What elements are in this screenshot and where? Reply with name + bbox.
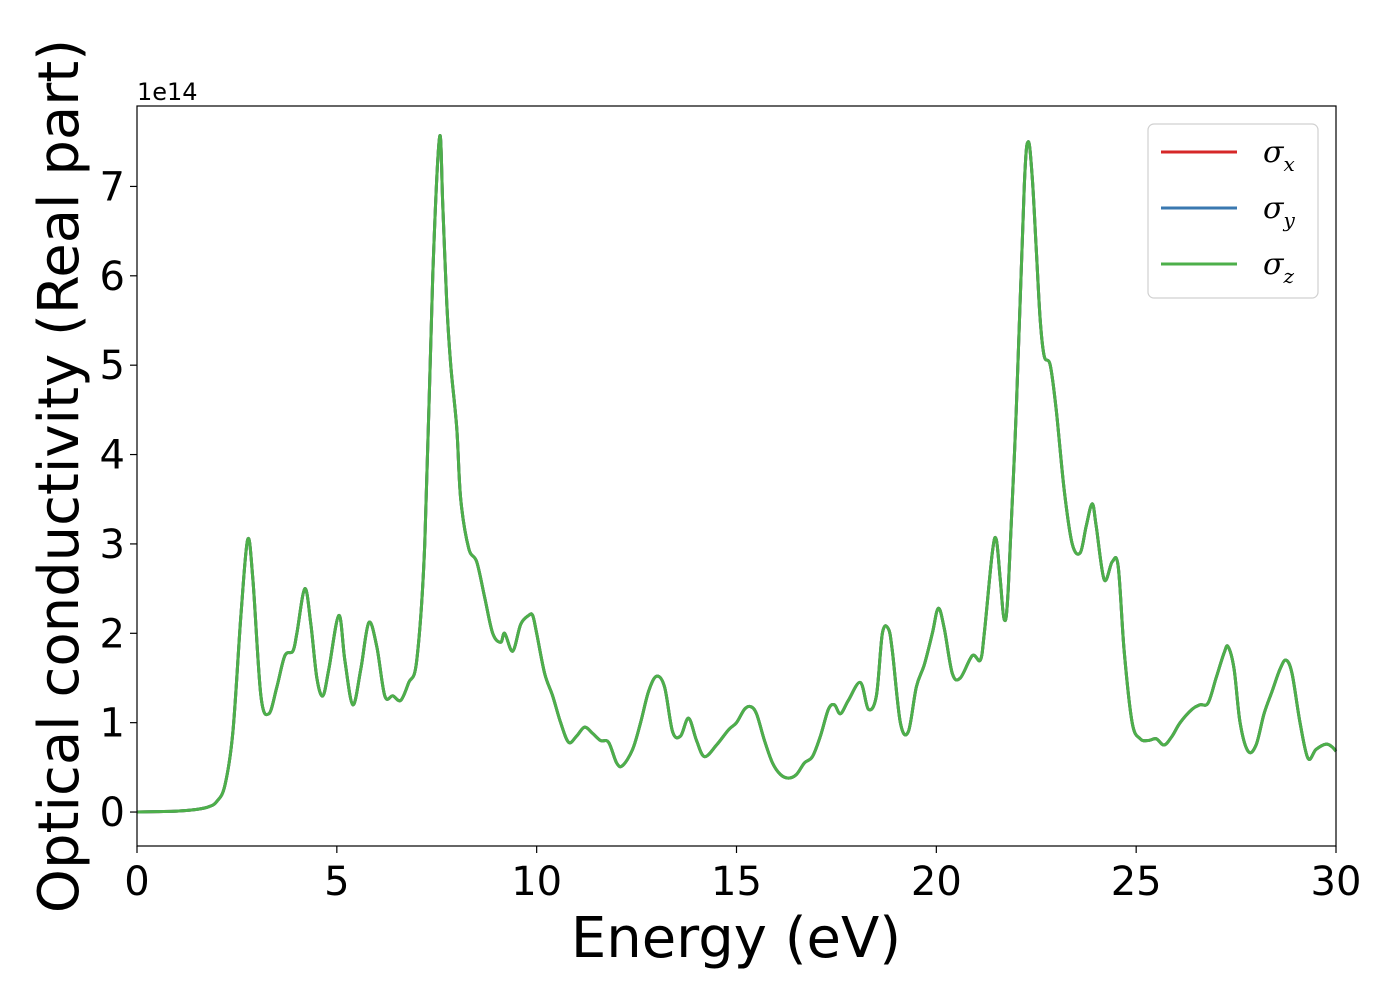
x-tick-label: 5 bbox=[324, 859, 349, 905]
y-tick-label: 2 bbox=[100, 611, 125, 657]
y-tick-label: 4 bbox=[100, 433, 125, 479]
legend-label-y: σy bbox=[1263, 191, 1295, 232]
y-offset-label: 1e14 bbox=[137, 78, 198, 106]
x-tick-label: 20 bbox=[911, 859, 962, 905]
y-axis: 0 1 2 3 4 5 6 7 bbox=[100, 164, 137, 836]
x-tick-label: 10 bbox=[511, 859, 562, 905]
y-tick-label: 3 bbox=[100, 522, 125, 568]
series-layer bbox=[136, 134, 1338, 814]
legend-box bbox=[1147, 123, 1319, 299]
legend-label-x: σx bbox=[1263, 135, 1295, 176]
y-tick-label: 7 bbox=[100, 164, 125, 210]
y-tick-label: 5 bbox=[100, 343, 125, 389]
series-line-z bbox=[136, 134, 1338, 814]
legend: σx σy σz bbox=[1147, 123, 1319, 299]
y-tick-label: 0 bbox=[100, 790, 125, 836]
y-axis-title: Optical conductivity (Real part) bbox=[27, 39, 92, 913]
legend-items: σx σy σz bbox=[1161, 135, 1295, 288]
y-tick-label: 1 bbox=[100, 701, 125, 747]
x-tick-label: 30 bbox=[1311, 859, 1362, 905]
y-tick-label: 6 bbox=[100, 254, 125, 300]
legend-label-z: σz bbox=[1263, 247, 1294, 288]
x-axis: 0 5 10 15 20 25 30 bbox=[124, 846, 1361, 905]
x-tick-label: 0 bbox=[124, 859, 149, 905]
x-axis-title: Energy (eV) bbox=[571, 906, 901, 971]
x-tick-label: 25 bbox=[1111, 859, 1162, 905]
x-tick-label: 15 bbox=[711, 859, 762, 905]
